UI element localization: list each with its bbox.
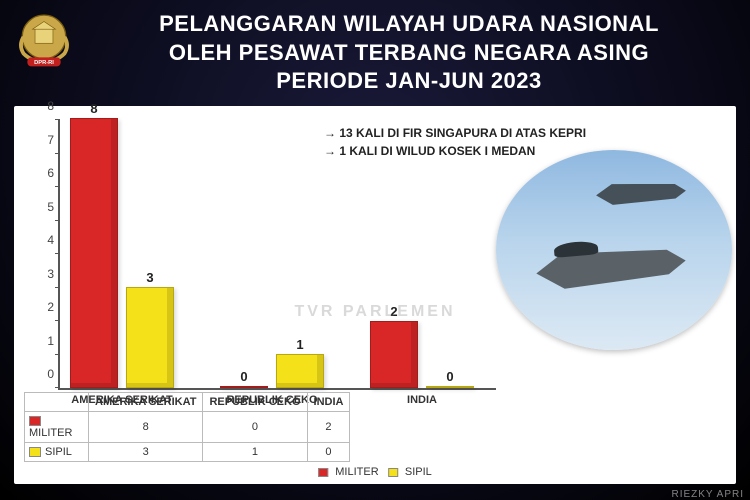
table-col-1: AMERIKA SERIKAT [89, 393, 203, 412]
table-header-row: AMERIKA SERIKAT REPUBLIK CEKO INDIA [25, 393, 350, 412]
logo-text: DPR-RI [34, 60, 54, 66]
row-label-cell: SIPIL [25, 443, 89, 462]
row-swatch [29, 447, 41, 457]
bar-value-label: 1 [277, 337, 323, 352]
slide-root: DPR-RI PELANGGARAN WILAYAH UDARA NASIONA… [0, 0, 750, 500]
legend-label-1: MILITER [335, 466, 378, 478]
table-row: SIPIL310 [25, 443, 350, 462]
bar-value-label: 3 [127, 270, 173, 285]
chart-area: 13 KALI DI FIR SINGAPURA DI ATAS KEPRI 1… [24, 114, 726, 480]
title-line-2: OLEH PESAWAT TERBANG NEGARA ASING [88, 39, 730, 68]
bar-value-label: 0 [427, 369, 473, 384]
y-tick: 0 [36, 367, 54, 381]
chart-panel: 13 KALI DI FIR SINGAPURA DI ATAS KEPRI 1… [14, 106, 736, 484]
bar-militer-0: 8 [70, 118, 118, 388]
legend-swatch-2 [388, 468, 398, 477]
bar-sipil-1: 1 [276, 354, 324, 388]
data-table: AMERIKA SERIKAT REPUBLIK CEKO INDIA MILI… [24, 392, 350, 462]
x-category-label: INDIA [370, 394, 474, 406]
bar-militer-1: 0 [220, 386, 268, 388]
y-tick: 8 [36, 99, 54, 113]
y-tick: 6 [36, 166, 54, 180]
y-tick: 5 [36, 200, 54, 214]
bar-value-label: 8 [71, 101, 117, 116]
y-tick: 2 [36, 300, 54, 314]
y-tick: 7 [36, 133, 54, 147]
table-col-2: REPUBLIK CEKO [203, 393, 307, 412]
title-line-1: PELANGGARAN WILAYAH UDARA NASIONAL [88, 10, 730, 39]
legend-swatch-1 [318, 468, 328, 477]
attribution: RIEZKY APRI [671, 489, 744, 500]
bar-sipil-2: 0 [426, 386, 474, 388]
table-row: MILITER802 [25, 412, 350, 443]
jet-illustration [496, 150, 732, 350]
table-cell: 8 [89, 412, 203, 443]
slide-header: DPR-RI PELANGGARAN WILAYAH UDARA NASIONA… [0, 0, 750, 102]
bar-militer-2: 2 [370, 321, 418, 389]
table-cell: 0 [203, 412, 307, 443]
slide-title: PELANGGARAN WILAYAH UDARA NASIONAL OLEH … [88, 10, 730, 96]
bar-value-label: 2 [371, 304, 417, 319]
row-swatch [29, 416, 41, 426]
jet-distant [595, 178, 686, 209]
table-cell: 2 [307, 412, 350, 443]
mini-legend: MILITER SIPIL [318, 466, 432, 478]
table-cell: 3 [89, 443, 203, 462]
row-label-cell: MILITER [25, 412, 89, 443]
table-cell: 0 [307, 443, 350, 462]
y-tick: 4 [36, 233, 54, 247]
bar-sipil-0: 3 [126, 287, 174, 388]
bar-value-label: 0 [221, 369, 267, 384]
title-line-3: PERIODE JAN-JUN 2023 [88, 67, 730, 96]
dpr-logo: DPR-RI [12, 10, 76, 74]
y-tick: 3 [36, 267, 54, 281]
legend-label-2: SIPIL [405, 466, 432, 478]
bar-plot: 01234567883AMERIKA SERIKAT01REPUBLIK CEK… [58, 120, 496, 390]
table-col-3: INDIA [307, 393, 350, 412]
table-corner [25, 393, 89, 412]
table-cell: 1 [203, 443, 307, 462]
y-tick: 1 [36, 334, 54, 348]
